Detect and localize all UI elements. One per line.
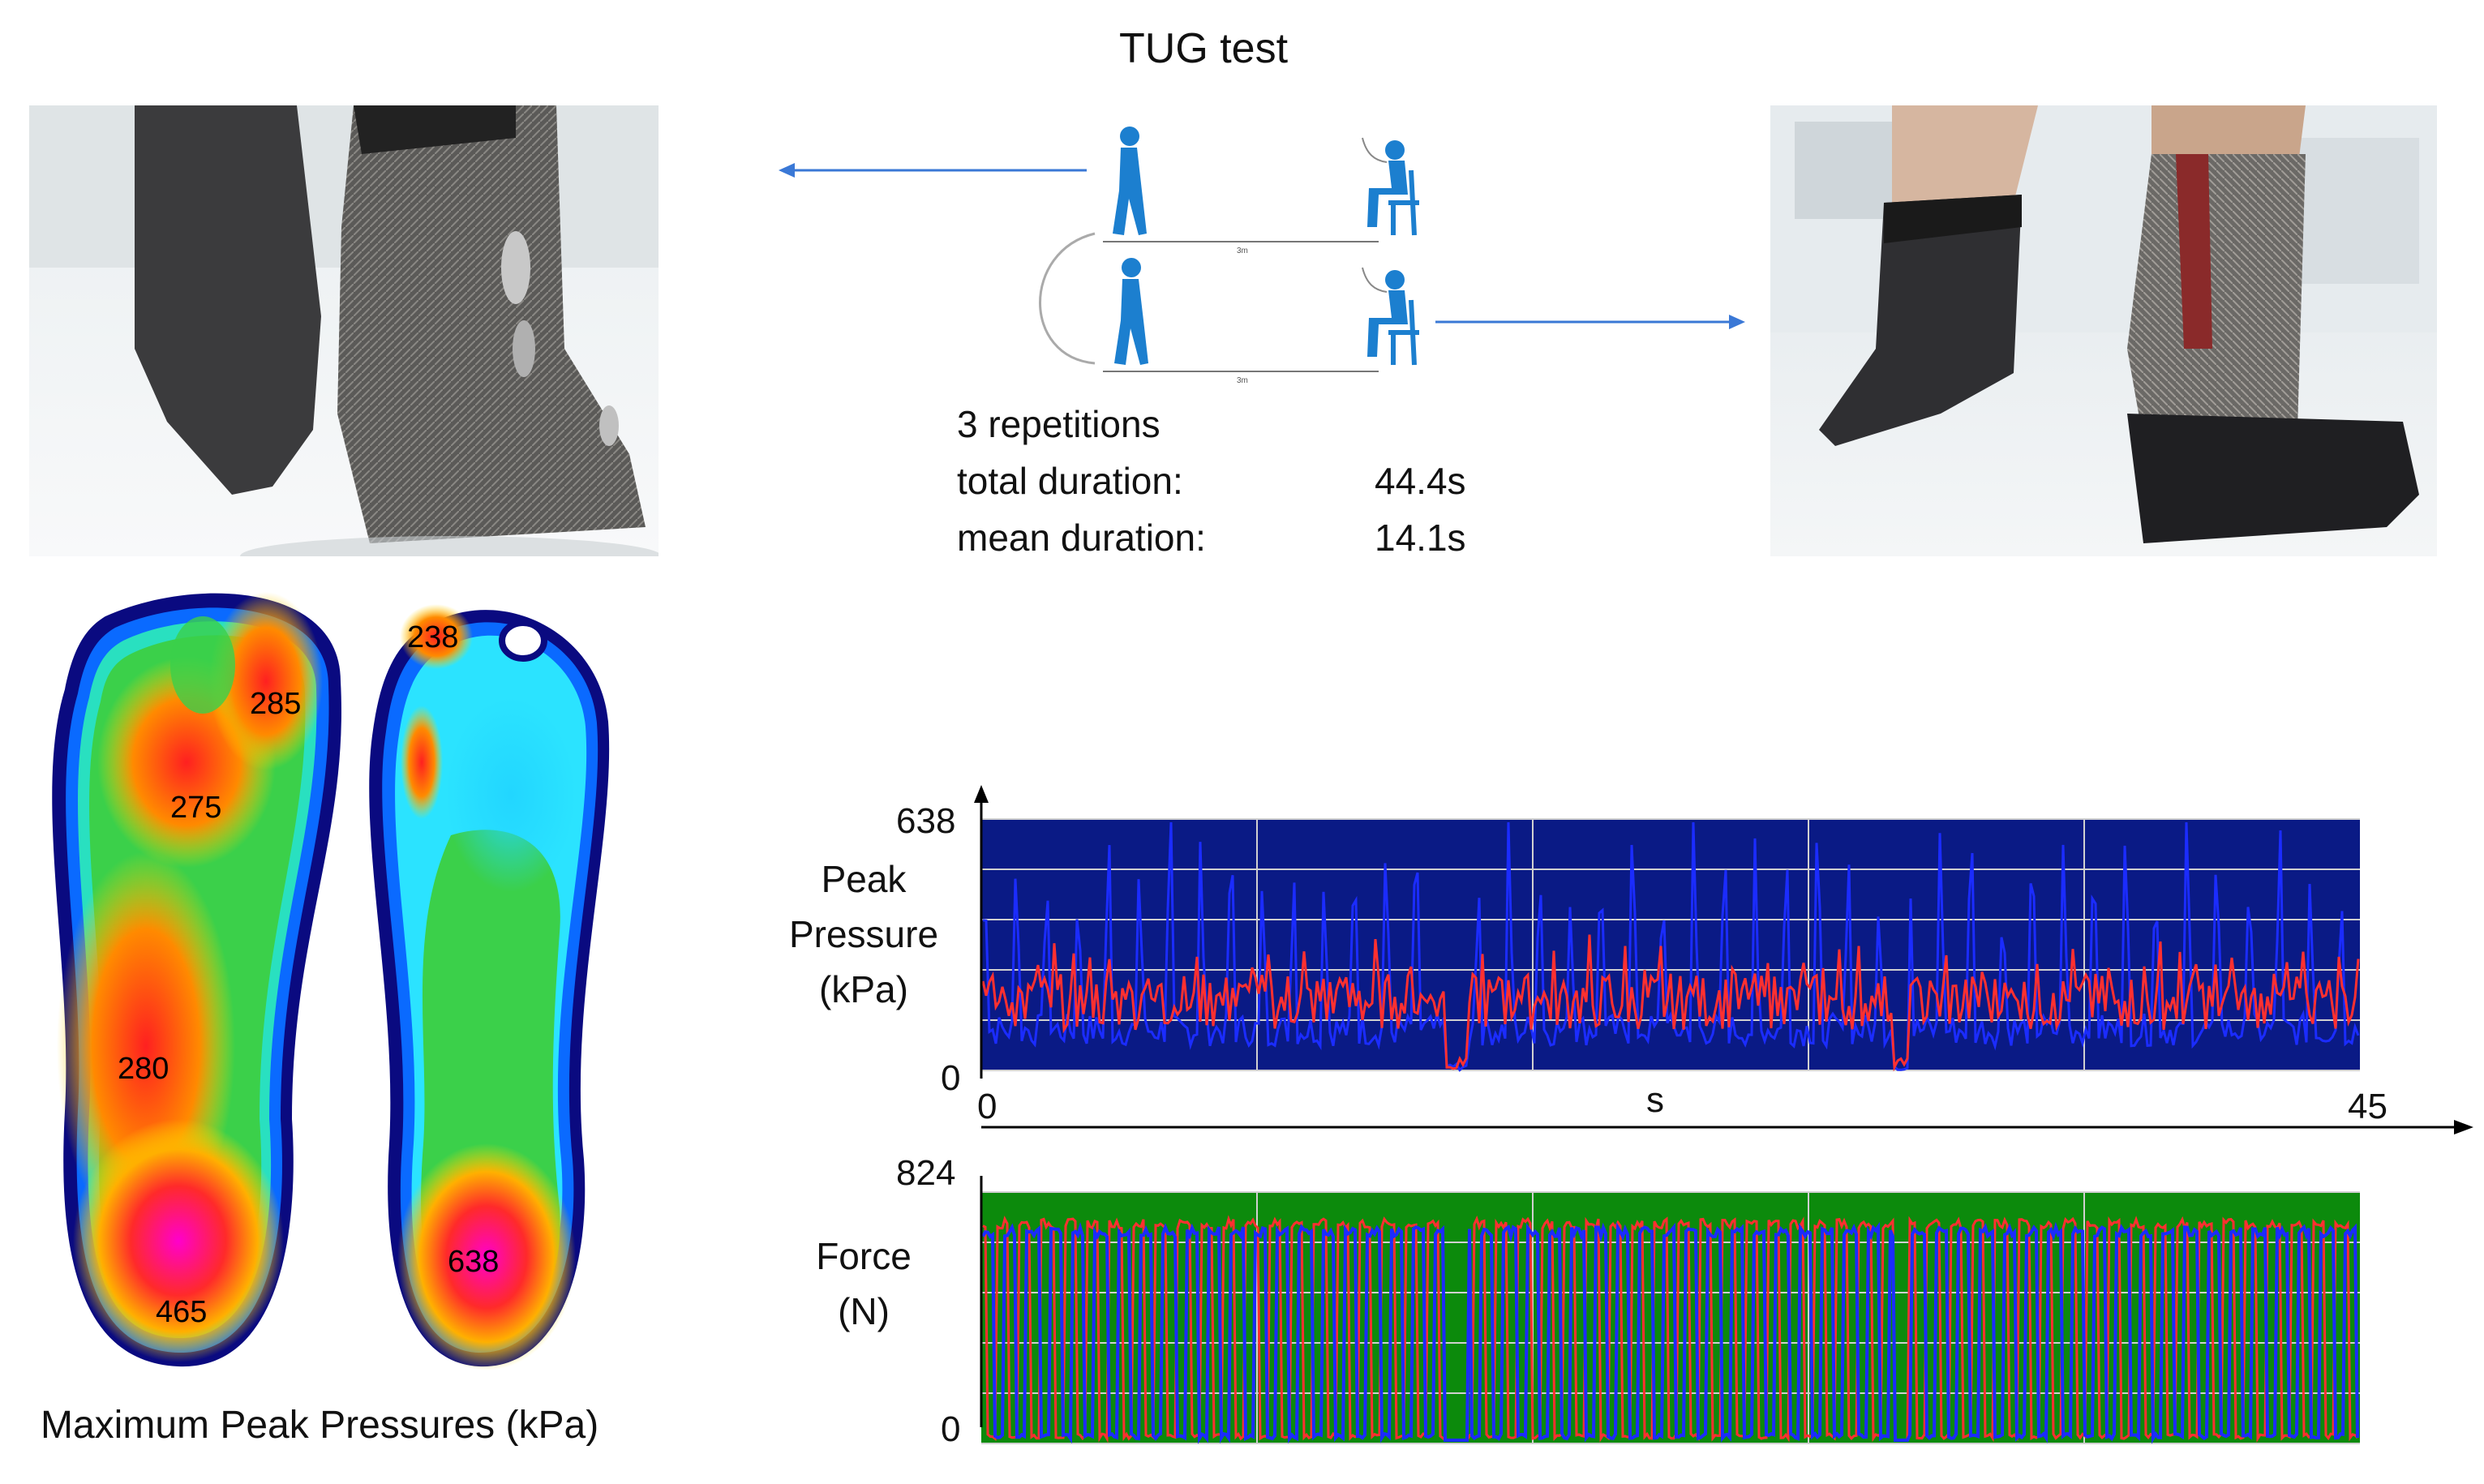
walking-figure-icon bbox=[1113, 127, 1147, 235]
mean-duration-label: mean duration: bbox=[957, 517, 1206, 559]
total-duration-label: total duration: bbox=[957, 460, 1183, 502]
force-ytick-min: 0 bbox=[941, 1409, 961, 1449]
pressure-map-caption: Maximum Peak Pressures (kPa) bbox=[41, 1404, 599, 1447]
pressure-ylabel-line: Pressure bbox=[788, 913, 939, 955]
sitting-figure-icon bbox=[1362, 137, 1419, 236]
force-ylabel-line: Force bbox=[816, 1235, 912, 1277]
right-foot-map: 238 638 bbox=[369, 604, 610, 1370]
pressure-map: 285 275 280 465 238 638 bbox=[49, 592, 633, 1387]
pressure-ytick-max: 638 bbox=[896, 801, 956, 841]
xlabel: s bbox=[1646, 1080, 1664, 1120]
force-series-left bbox=[982, 1215, 2359, 1443]
peak-value-label: 238 bbox=[407, 620, 458, 654]
pressure-series-right bbox=[982, 821, 2360, 1072]
x-axis-arrow bbox=[981, 1120, 2473, 1134]
arrow-left bbox=[779, 163, 1087, 178]
mean-duration-row: mean duration: 14.1s bbox=[957, 509, 1466, 566]
figure-title: TUG test bbox=[1119, 25, 1289, 72]
tug-diagram: 3m 3m bbox=[762, 114, 1760, 389]
arrow-right bbox=[1435, 315, 1745, 329]
xtick-min: 0 bbox=[977, 1087, 997, 1126]
sitting-figure-icon bbox=[1362, 267, 1419, 366]
repetitions-text: 3 repetitions bbox=[957, 403, 1160, 445]
walking-figure-icon bbox=[1114, 258, 1148, 365]
force-ylabel-line: (N) bbox=[838, 1290, 890, 1332]
distance-label: 3m bbox=[1237, 376, 1248, 385]
peak-value-label: 465 bbox=[156, 1295, 207, 1329]
mean-duration-value: 14.1s bbox=[1375, 517, 1466, 559]
charts bbox=[957, 778, 2482, 1460]
force-series-right bbox=[981, 1221, 2359, 1444]
pressure-ylabel: Peak Pressure (kPa) bbox=[770, 851, 957, 1017]
y-axis-arrow bbox=[974, 785, 989, 1079]
xtick-max: 45 bbox=[2348, 1087, 2387, 1126]
photo-right-feet bbox=[1770, 105, 2437, 556]
pressure-series-left bbox=[981, 934, 2360, 1072]
distance-label: 3m bbox=[1237, 247, 1248, 255]
peak-value-label: 285 bbox=[250, 687, 301, 721]
pressure-ylabel-line: Peak bbox=[821, 858, 907, 900]
total-duration-value: 44.4s bbox=[1375, 460, 1466, 502]
peak-value-label: 280 bbox=[118, 1052, 169, 1086]
charts-svg bbox=[974, 785, 2473, 1444]
peak-value-label: 275 bbox=[170, 791, 221, 825]
photo-left-feet bbox=[29, 105, 659, 556]
pressure-ytick-min: 0 bbox=[941, 1058, 961, 1098]
pressure-ylabel-line: (kPa) bbox=[819, 968, 908, 1010]
force-ytick-max: 824 bbox=[896, 1153, 956, 1193]
total-duration-row: total duration: 44.4s bbox=[957, 452, 1466, 509]
force-ylabel: Force (N) bbox=[779, 1229, 949, 1339]
peak-value-label: 638 bbox=[448, 1245, 499, 1279]
tug-stats: 3 repetitions total duration: 44.4s mean… bbox=[957, 396, 1466, 566]
left-foot-map: 285 275 280 465 bbox=[52, 592, 341, 1367]
